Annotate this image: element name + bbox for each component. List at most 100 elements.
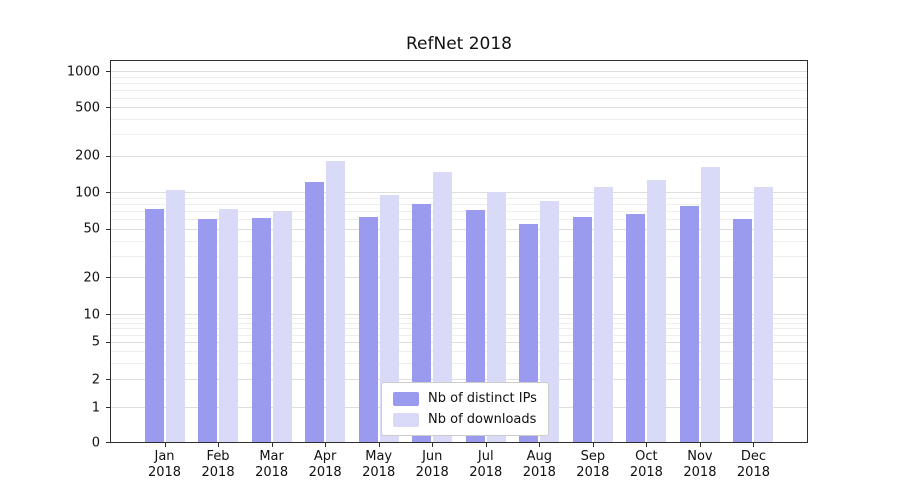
y-tick-mark (106, 192, 110, 193)
minor-gridline (111, 255, 807, 257)
y-tick-mark (106, 407, 110, 408)
bar-ips-jan (144, 209, 164, 442)
bar-downloads-mar (272, 210, 292, 442)
minor-gridline (111, 134, 807, 136)
bar-downloads-dec (754, 187, 774, 442)
bar-downloads-jun (433, 172, 453, 442)
y-tick-mark (106, 277, 110, 279)
x-tick-mark (699, 443, 701, 447)
major-gridline (111, 228, 807, 230)
major-gridline (111, 379, 807, 380)
y-tick-label: 200 (75, 148, 100, 164)
x-tick-mark (164, 443, 166, 447)
x-tick-label: Jul 2018 (469, 449, 503, 480)
chart-title: RefNet 2018 (405, 34, 512, 54)
x-tick-mark (539, 443, 541, 447)
x-tick-mark (218, 443, 220, 447)
y-tick-mark (106, 71, 110, 72)
minor-gridline (111, 323, 807, 324)
bar-ips-mar (251, 218, 271, 442)
y-tick-label: 1 (91, 400, 100, 415)
major-gridline (111, 107, 807, 109)
x-tick-label: Oct 2018 (629, 449, 663, 480)
x-tick-mark (753, 443, 755, 447)
bar-ips-may (358, 217, 378, 442)
major-gridline (111, 341, 807, 343)
y-tick-label: 1000 (66, 64, 100, 79)
x-tick-label: Jan 2018 (147, 449, 182, 480)
y-tick-label: 5 (91, 334, 100, 350)
y-tick-mark (106, 379, 110, 380)
minor-gridline (111, 97, 807, 99)
minor-gridline (111, 334, 807, 336)
legend-swatch-downloads (393, 412, 419, 427)
legend: Nb of distinct IPs Nb of downloads (381, 382, 549, 436)
legend-row: Nb of distinct IPs (393, 391, 537, 406)
x-tick-mark (485, 443, 487, 447)
bar-downloads-feb (219, 209, 239, 442)
minor-gridline (111, 210, 807, 212)
bar-downloads-sep (593, 187, 613, 442)
y-tick-mark (106, 314, 110, 315)
x-tick-label: Mar 2018 (255, 449, 289, 480)
plot-area: Nb of distinct IPs Nb of downloads (110, 60, 808, 443)
y-tick-mark (106, 228, 110, 230)
major-gridline (111, 277, 807, 279)
y-tick-label: 50 (83, 221, 100, 237)
bar-downloads-jan (165, 189, 185, 442)
minor-gridline (111, 203, 807, 205)
bar-ips-oct (626, 214, 646, 442)
major-gridline (111, 314, 807, 315)
y-tick-label: 100 (75, 185, 100, 200)
minor-gridline (111, 328, 807, 330)
x-tick-mark (271, 443, 273, 447)
y-tick-label: 20 (83, 270, 100, 286)
minor-gridline (111, 362, 807, 364)
bar-downloads-may (379, 194, 399, 442)
x-tick-label: Aug 2018 (522, 449, 556, 480)
legend-swatch-distinct-ips (393, 391, 419, 406)
legend-row: Nb of downloads (393, 412, 537, 427)
minor-gridline (111, 219, 807, 221)
y-tick-mark (106, 107, 110, 109)
minor-gridline (111, 197, 807, 199)
y-tick-label: 2 (91, 372, 100, 387)
minor-gridline (111, 119, 807, 121)
minor-gridline (111, 240, 807, 242)
bar-downloads-nov (700, 167, 720, 442)
minor-gridline (111, 351, 807, 352)
bar-downloads-jul (486, 192, 506, 442)
major-gridline (111, 71, 807, 72)
bar-downloads-oct (647, 180, 667, 442)
x-tick-mark (378, 443, 380, 447)
x-tick-label: Feb 2018 (201, 449, 235, 480)
bar-ips-apr (305, 182, 325, 442)
x-tick-mark (646, 443, 648, 447)
x-tick-label: Dec 2018 (736, 449, 770, 480)
x-tick-mark (592, 443, 594, 447)
bar-ips-dec (733, 219, 753, 442)
bar-downloads-apr (326, 161, 346, 442)
x-tick-label: May 2018 (362, 449, 396, 480)
x-tick-label: Nov 2018 (683, 449, 717, 480)
bar-ips-nov (679, 205, 699, 442)
y-tick-label: 10 (83, 307, 100, 322)
major-gridline (111, 192, 807, 193)
major-gridline (111, 155, 807, 157)
minor-gridline (111, 89, 807, 91)
y-tick-mark (106, 155, 110, 157)
bar-ips-sep (572, 217, 592, 442)
x-tick-label: Apr 2018 (308, 449, 342, 480)
x-tick-label: Sep 2018 (576, 449, 610, 480)
legend-label: Nb of distinct IPs (428, 391, 537, 406)
minor-gridline (111, 82, 807, 84)
minor-gridline (111, 76, 807, 78)
minor-gridline (111, 318, 807, 320)
y-tick-label: 0 (91, 435, 100, 450)
x-tick-label: Jun 2018 (415, 449, 449, 480)
y-tick-mark (106, 341, 110, 343)
bar-ips-feb (198, 219, 218, 442)
bar-downloads-aug (540, 200, 560, 442)
y-tick-label: 500 (75, 100, 100, 116)
